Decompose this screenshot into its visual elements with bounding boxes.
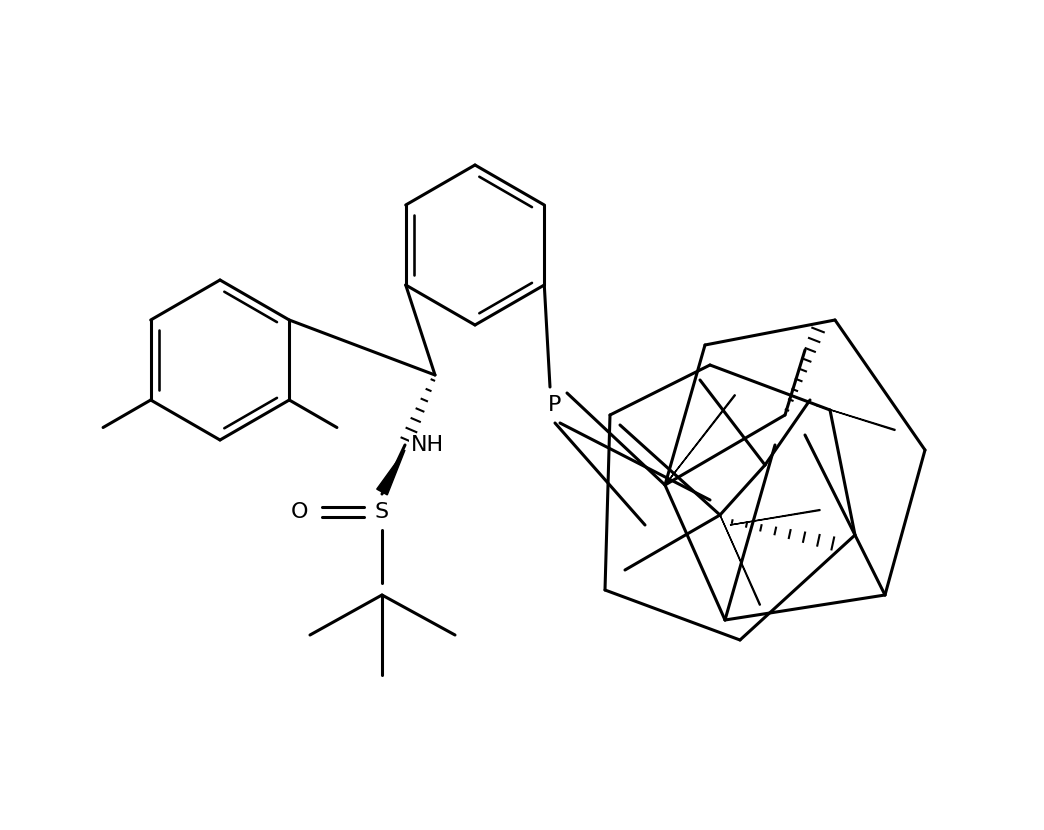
Polygon shape <box>720 515 760 605</box>
Polygon shape <box>377 450 405 495</box>
Polygon shape <box>665 395 735 485</box>
Polygon shape <box>815 405 895 431</box>
Polygon shape <box>730 510 821 525</box>
Text: NH: NH <box>410 435 444 455</box>
Text: S: S <box>375 502 389 522</box>
Text: P: P <box>548 395 562 415</box>
Text: O: O <box>291 502 309 522</box>
